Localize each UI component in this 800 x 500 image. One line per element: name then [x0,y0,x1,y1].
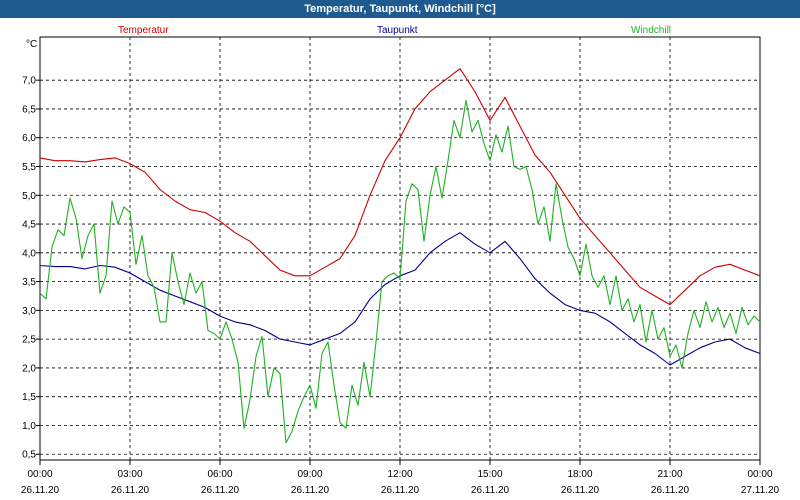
x-tick-label-date: 26.11.20 [111,485,150,496]
y-tick-label: 1,0 [22,421,36,432]
y-tick-label: 0,5 [22,450,36,461]
x-tick-label-date: 26.11.20 [471,485,510,496]
y-tick-label: 6,0 [22,133,36,144]
x-tick-label-time: 09:00 [297,469,322,480]
x-tick-label-date: 26.11.20 [651,485,690,496]
x-tick-label-time: 03:00 [117,469,142,480]
series-line-windchill [39,99,761,444]
x-tick-label-time: 18:00 [567,469,592,480]
x-tick-label-date: 26.11.20 [561,485,600,496]
y-tick-label: 4,0 [22,248,36,259]
y-tick-label: 2,0 [22,363,36,374]
y-tick-label: 5,0 [22,191,36,202]
y-tick-label: 3,5 [22,277,36,288]
y-tick-label: 7,0 [22,76,36,87]
x-tick-label-date: 26.11.20 [291,485,330,496]
x-tick-label-date: 26.11.20 [381,485,420,496]
legend-temperatur: Temperatur [118,25,169,36]
y-tick-label: 5,5 [22,162,36,173]
y-axis-unit: °C [26,39,38,50]
x-tick-label-time: 15:00 [477,469,502,480]
x-tick-label-time: 00:00 [747,469,772,480]
x-tick-label-time: 00:00 [27,469,52,480]
x-tick-label-time: 12:00 [387,469,412,480]
x-tick-label-date: 27.11.20 [741,485,780,496]
series-line-temperatur [39,68,761,306]
y-tick-label: 1,5 [22,392,36,403]
legend-taupunkt: Taupunkt [377,25,418,36]
y-tick-label: 2,5 [22,335,36,346]
y-tick-label: 3,0 [22,306,36,317]
x-tick-label-date: 26.11.20 [21,485,60,496]
x-tick-label-time: 21:00 [657,469,682,480]
y-tick-label: 4,5 [22,220,36,231]
legend-windchill: Windchill [631,25,672,36]
chart-title: Temperatur, Taupunkt, Windchill [°C] [0,0,800,18]
y-tick-label: 6,5 [22,104,36,115]
x-tick-label-date: 26.11.20 [201,485,240,496]
x-tick-label-time: 06:00 [207,469,232,480]
